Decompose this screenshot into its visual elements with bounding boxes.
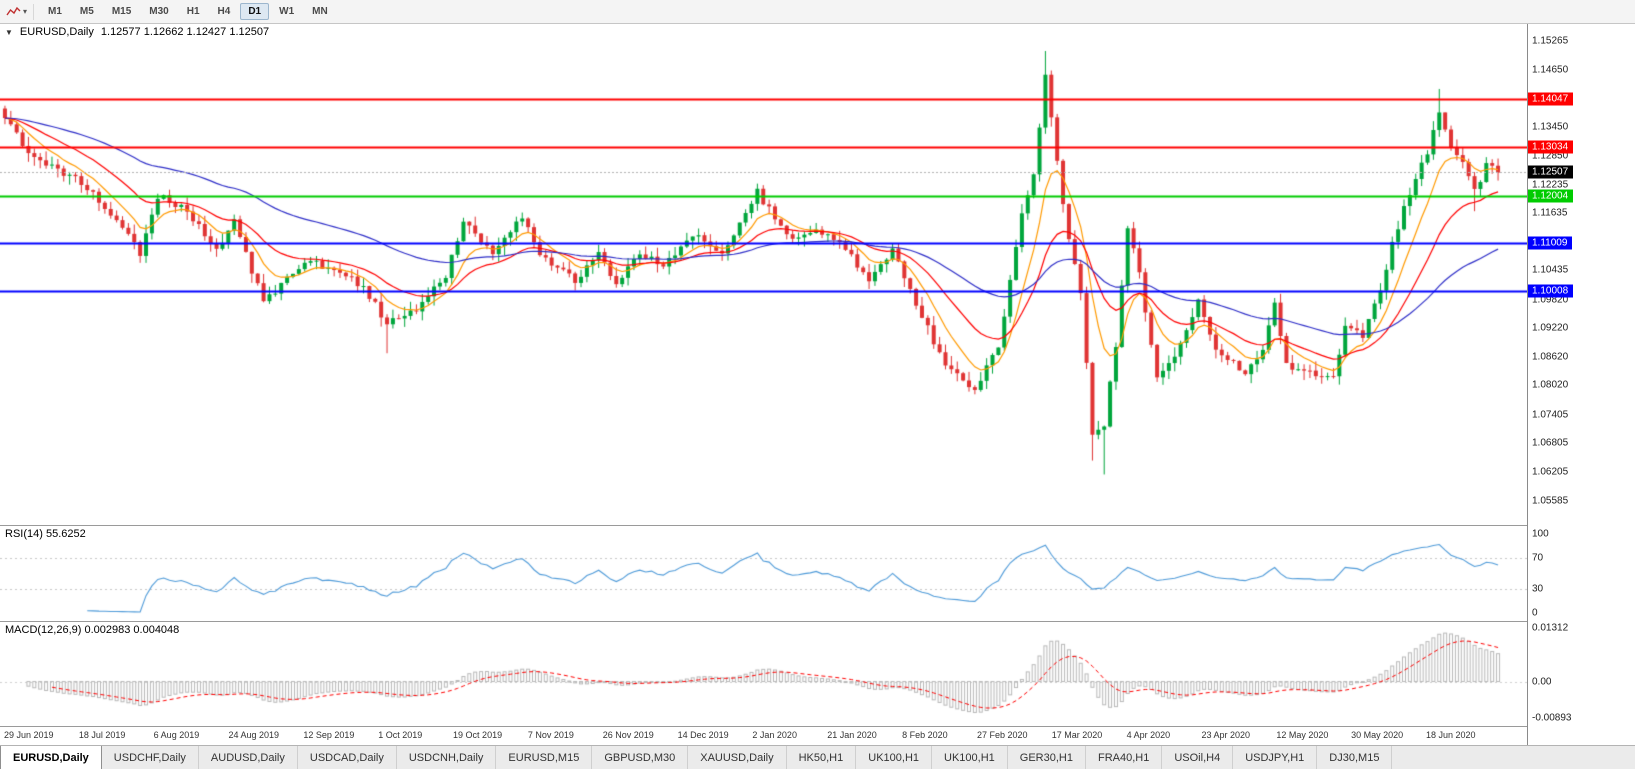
price-tick-label: 1.09820 [1532, 294, 1569, 306]
date-label: 24 Aug 2019 [228, 730, 280, 740]
date-label: 26 Nov 2019 [602, 730, 654, 740]
chart-tab-usoil-h4[interactable]: USOil,H4 [1162, 746, 1234, 769]
macd-indicator-panel: MACD(12,26,9) 0.002983 0.004048 [0, 622, 1527, 727]
date-label: 30 May 2020 [1351, 730, 1404, 740]
rsi-scale-label: 0 [1532, 607, 1538, 619]
chart-tab-ger30-h1[interactable]: GER30,H1 [1008, 746, 1086, 769]
price-tick-label: 1.08620 [1532, 351, 1569, 363]
date-label: 8 Feb 2020 [902, 730, 948, 740]
rsi-indicator-panel: RSI(14) 55.6252 [0, 526, 1527, 622]
chart-title-line: ▼ EURUSD,Daily 1.12577 1.12662 1.12427 1… [5, 26, 269, 38]
macd-scale-label: 0.01312 [1532, 622, 1569, 634]
price-tick-label: 1.08020 [1532, 379, 1569, 391]
timeframe-button-m15[interactable]: M15 [111, 6, 132, 17]
chart-tab-uk100-h1[interactable]: UK100,H1 [856, 746, 933, 769]
price-tick-label: 1.07405 [1532, 409, 1569, 421]
rsi-scale-label: 100 [1532, 528, 1549, 540]
date-label: 14 Dec 2019 [677, 730, 729, 740]
date-label: 1 Oct 2019 [378, 730, 423, 740]
price-chart-panel: ▼ EURUSD,Daily 1.12577 1.12662 1.12427 1… [0, 24, 1527, 526]
timeframe-button-d1[interactable]: D1 [240, 3, 270, 20]
price-tick-label: 1.06205 [1532, 466, 1569, 478]
price-tick-label: 1.13450 [1532, 121, 1569, 133]
price-tick-label: 1.12850 [1532, 150, 1569, 162]
macd-scale-label: -0.00893 [1532, 712, 1572, 724]
timeframe-buttons-group: M1 M5 M15 M30 H1 H4 D1 W1 MN [40, 3, 336, 20]
timeframe-button-w1[interactable]: W1 [279, 6, 295, 17]
line-chart-icon [6, 6, 21, 15]
chart-tab-usdchf-daily[interactable]: USDCHF,Daily [102, 746, 199, 769]
chart-tab-audusd-daily[interactable]: AUDUSD,Daily [199, 746, 298, 769]
date-label: 27 Feb 2020 [976, 730, 1028, 740]
chart-tabs-bar: EURUSD,Daily USDCHF,Daily AUDUSD,Daily USDC… [0, 745, 1635, 769]
price-tick-label: 1.09220 [1532, 322, 1569, 334]
chart-tab-eurusd-m15[interactable]: EURUSD,M15 [496, 746, 593, 769]
date-label: 18 Jul 2019 [78, 730, 126, 740]
price-axis[interactable]: 1.15265 1.14650 1.13450 1.12850 1.12235 1.116… [1527, 24, 1635, 745]
chart-tab-hk50-h1[interactable]: HK50,H1 [787, 746, 857, 769]
date-label: 7 Nov 2019 [527, 730, 574, 740]
timeframe-toolbar: ▾ M1 M5 M15 M30 H1 H4 D1 W1 MN [0, 0, 1635, 24]
dropdown-caret-icon: ▾ [23, 7, 28, 16]
chart-tab-xauusd-daily[interactable]: XAUUSD,Daily [688, 746, 787, 769]
date-label: 2 Jan 2020 [752, 730, 797, 740]
timeframe-button-m5[interactable]: M5 [79, 6, 94, 17]
price-tick-label: 1.12235 [1532, 179, 1569, 191]
date-label: 21 Jan 2020 [827, 730, 877, 740]
date-label: 12 Sep 2019 [303, 730, 355, 740]
macd-title-line: MACD(12,26,9) 0.002983 0.004048 [5, 624, 179, 636]
date-label: 23 Apr 2020 [1201, 730, 1251, 740]
hline-price-tag: 1.10008 [1528, 284, 1574, 298]
timeframe-button-mn[interactable]: MN [312, 6, 328, 17]
timeframe-button-h1[interactable]: H1 [186, 6, 200, 17]
date-label: 12 May 2020 [1276, 730, 1329, 740]
price-tick-label: 1.15265 [1532, 35, 1569, 47]
macd-chart-canvas[interactable] [0, 622, 1527, 726]
date-label: 19 Oct 2019 [453, 730, 503, 740]
current-price-tag: 1.12507 [1528, 165, 1574, 179]
chart-ohlc-quotes: 1.12577 1.12662 1.12427 1.12507 [100, 26, 270, 38]
rsi-scale-label: 70 [1532, 552, 1544, 564]
price-chart-canvas[interactable] [0, 24, 1527, 525]
chart-tab-uk100-h1-2[interactable]: UK100,H1 [932, 746, 1008, 769]
macd-indicator-label: MACD(12,26,9) 0.002983 0.004048 [5, 624, 180, 636]
price-tick-label: 1.11635 [1532, 207, 1568, 219]
chart-tab-fra40-h1[interactable]: FRA40,H1 [1086, 746, 1163, 769]
hline-price-tag: 1.12004 [1528, 189, 1574, 203]
timeframe-button-m1[interactable]: M1 [48, 6, 62, 17]
charts-column: ▼ EURUSD,Daily 1.12577 1.12662 1.12427 1… [0, 24, 1527, 745]
timeframe-button-m30[interactable]: M30 [149, 6, 169, 17]
price-tick-label: 1.10435 [1532, 264, 1569, 276]
rsi-title-line: RSI(14) 55.6252 [5, 528, 86, 540]
chart-symbol-label: EURUSD,Daily [19, 26, 94, 38]
hline-price-tag: 1.13034 [1528, 140, 1574, 154]
price-tick-label: 1.06805 [1532, 437, 1569, 449]
date-label: 4 Apr 2020 [1126, 730, 1171, 740]
date-label: 18 Jun 2020 [1426, 730, 1476, 740]
chart-type-dropdown[interactable]: ▾ [4, 3, 35, 20]
chart-tab-usdcad-daily[interactable]: USDCAD,Daily [298, 746, 397, 769]
timeframe-button-h4[interactable]: H4 [217, 6, 231, 17]
macd-scale-label: 0.00 [1532, 676, 1552, 688]
collapse-chart-icon[interactable]: ▼ [5, 27, 13, 37]
date-label: 6 Aug 2019 [153, 730, 200, 740]
hline-price-tag: 1.11009 [1528, 236, 1573, 250]
time-axis[interactable]: 29 Jun 2019 18 Jul 2019 6 Aug 2019 24 Aug 2… [0, 727, 1527, 745]
rsi-indicator-label: RSI(14) 55.6252 [5, 528, 86, 540]
rsi-chart-canvas[interactable] [0, 526, 1527, 621]
price-tick-label: 1.05585 [1532, 495, 1569, 507]
chart-tab-usdcnh-daily[interactable]: USDCNH,Daily [397, 746, 497, 769]
hline-price-tag: 1.14047 [1528, 92, 1574, 106]
chart-tab-usdjpy-h1[interactable]: USDJPY,H1 [1233, 746, 1318, 769]
chart-workspace: ▼ EURUSD,Daily 1.12577 1.12662 1.12427 1… [0, 24, 1635, 745]
date-label: 17 Mar 2020 [1051, 730, 1103, 740]
price-tick-label: 1.14650 [1532, 64, 1569, 76]
chart-tab-gbpusd-m30[interactable]: GBPUSD,M30 [592, 746, 689, 769]
date-label: 29 Jun 2019 [4, 730, 54, 740]
chart-tab-dj30-m15[interactable]: DJ30,M15 [1317, 746, 1393, 769]
chart-tab-eurusd-daily[interactable]: EURUSD,Daily [0, 746, 102, 769]
rsi-scale-label: 30 [1532, 583, 1544, 595]
